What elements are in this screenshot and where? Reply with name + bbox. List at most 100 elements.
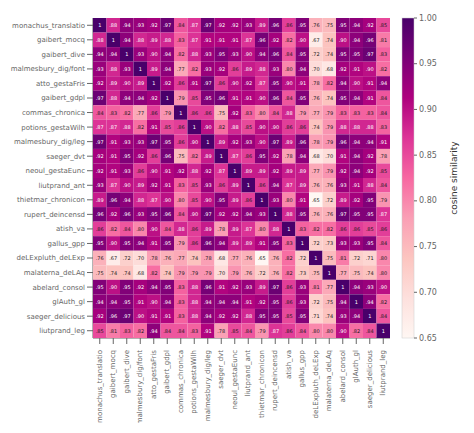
svg-text:.79: .79 <box>325 139 333 145</box>
svg-text:.93: .93 <box>271 197 279 203</box>
svg-text:.90: .90 <box>231 80 239 86</box>
svg-text:.91: .91 <box>217 284 225 290</box>
svg-text:.95: .95 <box>366 197 374 203</box>
svg-text:.88: .88 <box>366 124 374 130</box>
svg-text:.91: .91 <box>136 299 144 305</box>
svg-text:.95: .95 <box>96 284 104 290</box>
svg-text:.89: .89 <box>339 197 347 203</box>
svg-text:.92: .92 <box>217 211 225 217</box>
svg-text:gaibert_gdpl: gaibert_gdpl <box>41 94 85 102</box>
svg-text:1.00: 1.00 <box>419 14 437 23</box>
svg-text:.75: .75 <box>325 255 333 261</box>
svg-text:.79: .79 <box>177 95 185 101</box>
svg-text:.77: .77 <box>339 270 347 276</box>
svg-text:.93: .93 <box>123 66 131 72</box>
svg-text:.86: .86 <box>217 80 225 86</box>
svg-text:liutprand_ant: liutprand_ant <box>38 182 85 190</box>
svg-text:1: 1 <box>193 124 196 130</box>
svg-text:potions_gestaWilh: potions_gestaWilh <box>21 124 85 132</box>
svg-text:.79: .79 <box>325 110 333 116</box>
svg-text:abelard_consol: abelard_consol <box>33 284 85 292</box>
svg-text:.82: .82 <box>150 270 158 276</box>
svg-text:.87: .87 <box>244 37 252 43</box>
svg-text:.87: .87 <box>271 328 279 334</box>
svg-text:.88: .88 <box>163 37 171 43</box>
svg-text:1: 1 <box>247 182 250 188</box>
svg-text:.76: .76 <box>163 255 171 261</box>
svg-text:.79: .79 <box>204 270 212 276</box>
svg-text:.89: .89 <box>231 226 239 232</box>
svg-text:.86: .86 <box>285 299 293 305</box>
svg-text:.93: .93 <box>96 66 104 72</box>
svg-text:.94: .94 <box>109 51 117 57</box>
svg-text:.95: .95 <box>123 153 131 159</box>
svg-text:.91: .91 <box>217 37 225 43</box>
svg-text:.95: .95 <box>204 95 212 101</box>
svg-text:.96: .96 <box>123 211 131 217</box>
svg-text:.74: .74 <box>325 95 333 101</box>
svg-text:.72: .72 <box>352 255 360 261</box>
svg-text:.74: .74 <box>325 37 333 43</box>
svg-text:.89: .89 <box>244 66 252 72</box>
svg-text:.86: .86 <box>190 110 198 116</box>
svg-text:.94: .94 <box>352 22 360 28</box>
svg-text:.80: .80 <box>312 328 320 334</box>
svg-text:.68: .68 <box>325 66 333 72</box>
svg-text:.89: .89 <box>285 139 293 145</box>
svg-text:.70: .70 <box>217 270 225 276</box>
svg-text:.93: .93 <box>204 182 212 188</box>
svg-text:.79: .79 <box>258 328 266 334</box>
svg-text:saeger_dvt: saeger_dvt <box>217 350 225 389</box>
svg-text:.95: .95 <box>123 284 131 290</box>
svg-text:.72: .72 <box>312 51 320 57</box>
svg-text:.83: .83 <box>339 110 347 116</box>
svg-text:.90: .90 <box>204 197 212 203</box>
svg-text:.91: .91 <box>231 95 239 101</box>
svg-text:.84: .84 <box>298 328 306 334</box>
svg-text:.93: .93 <box>136 211 144 217</box>
svg-text:.94: .94 <box>96 51 104 57</box>
svg-text:1: 1 <box>220 153 223 159</box>
svg-text:.95: .95 <box>298 211 306 217</box>
svg-text:.76: .76 <box>312 182 320 188</box>
svg-text:neoul_gestaEunc: neoul_gestaEunc <box>231 350 239 410</box>
svg-text:.90: .90 <box>190 211 198 217</box>
svg-text:.96: .96 <box>96 211 104 217</box>
svg-text:.88: .88 <box>258 66 266 72</box>
svg-text:.84: .84 <box>177 22 185 28</box>
svg-text:.95: .95 <box>339 95 347 101</box>
svg-text:.68: .68 <box>312 153 320 159</box>
svg-text:.83: .83 <box>244 110 252 116</box>
svg-text:.75: .75 <box>325 22 333 28</box>
svg-text:.91: .91 <box>352 182 360 188</box>
svg-text:.89: .89 <box>217 139 225 145</box>
svg-text:.76: .76 <box>271 270 279 276</box>
svg-text:.87: .87 <box>190 37 198 43</box>
svg-text:.82: .82 <box>285 255 293 261</box>
svg-text:.92: .92 <box>231 110 239 116</box>
svg-text:.88: .88 <box>231 124 239 130</box>
svg-text:.87: .87 <box>150 197 158 203</box>
svg-text:.92: .92 <box>366 22 374 28</box>
svg-text:.82: .82 <box>123 110 131 116</box>
svg-text:.74: .74 <box>163 270 171 276</box>
svg-text:.95: .95 <box>352 211 360 217</box>
svg-text:.92: .92 <box>339 168 347 174</box>
svg-text:.86: .86 <box>285 124 293 130</box>
svg-text:.90: .90 <box>150 51 158 57</box>
svg-text:gaibert_gdpl: gaibert_gdpl <box>163 350 171 394</box>
svg-text:.86: .86 <box>204 110 212 116</box>
svg-text:.90: .90 <box>190 139 198 145</box>
svg-text:.97: .97 <box>96 95 104 101</box>
svg-text:.83: .83 <box>123 328 131 334</box>
svg-text:.96: .96 <box>271 95 279 101</box>
svg-text:.97: .97 <box>123 313 131 319</box>
svg-text:.71: .71 <box>366 255 374 261</box>
svg-text:.75: .75 <box>352 270 360 276</box>
svg-text:.80: .80 <box>379 270 387 276</box>
svg-text:.96: .96 <box>109 197 117 203</box>
svg-text:.95: .95 <box>298 51 306 57</box>
svg-text:.92: .92 <box>231 211 239 217</box>
svg-text:.92: .92 <box>244 80 252 86</box>
svg-text:.93: .93 <box>136 22 144 28</box>
